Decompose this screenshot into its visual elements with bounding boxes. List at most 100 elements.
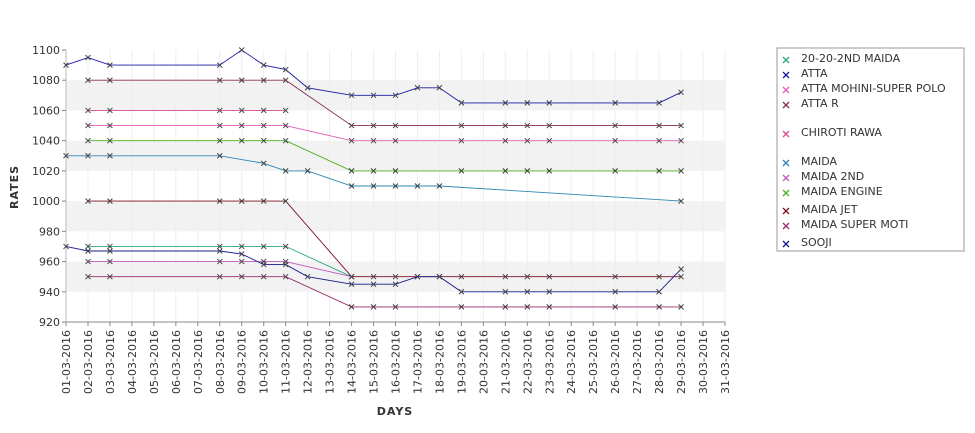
data-point xyxy=(392,304,399,310)
data-point xyxy=(107,258,113,265)
data-point xyxy=(370,137,377,144)
data-point xyxy=(107,122,113,129)
x-tick-label: 03-03-2016 xyxy=(104,330,117,394)
data-point xyxy=(370,183,377,189)
data-point xyxy=(678,89,684,96)
x-tick-label: 04-03-2016 xyxy=(126,330,139,394)
series-line xyxy=(65,245,682,293)
data-point xyxy=(348,92,355,99)
y-tick-label: 980 xyxy=(39,225,60,238)
y-tick-label: 1040 xyxy=(32,135,60,148)
x-tick-label: 14-03-2016 xyxy=(346,330,359,394)
data-point xyxy=(238,122,245,129)
data-point xyxy=(392,183,399,189)
y-tick-label: 1100 xyxy=(32,44,60,57)
data-point xyxy=(436,273,443,280)
legend-marker xyxy=(782,222,790,230)
data-point xyxy=(392,137,399,144)
data-point xyxy=(458,137,465,144)
x-tick-label: 13-03-2016 xyxy=(324,330,337,394)
data-point xyxy=(370,281,377,288)
data-point xyxy=(392,281,399,288)
data-point xyxy=(502,100,509,106)
data-point xyxy=(656,273,662,280)
data-point xyxy=(260,107,267,114)
x-tick-label: 09-03-2016 xyxy=(236,330,249,394)
data-point xyxy=(238,198,245,204)
data-point xyxy=(238,258,245,265)
data-point xyxy=(216,62,223,68)
data-point xyxy=(656,100,662,106)
data-point xyxy=(546,273,553,280)
series-line xyxy=(88,276,682,308)
data-point xyxy=(216,273,223,280)
x-tick-label: 10-03-2016 xyxy=(258,330,271,394)
data-point xyxy=(502,273,509,280)
x-tick-label: 25-03-2016 xyxy=(587,330,600,394)
data-point xyxy=(392,273,399,280)
data-point xyxy=(260,273,267,280)
data-point xyxy=(282,261,289,268)
data-point xyxy=(502,122,509,129)
data-point xyxy=(85,248,91,254)
data-point xyxy=(524,122,531,129)
data-point xyxy=(348,122,355,129)
data-point xyxy=(678,304,684,310)
data-point xyxy=(85,198,91,204)
data-point xyxy=(524,168,531,174)
x-tick-label: 06-03-2016 xyxy=(170,330,183,394)
data-point xyxy=(612,304,619,310)
data-point xyxy=(304,273,311,280)
x-tick-label: 16-03-2016 xyxy=(390,330,403,394)
data-point xyxy=(107,152,113,159)
data-point xyxy=(216,152,223,159)
series-5 xyxy=(63,152,684,204)
data-point xyxy=(546,304,553,310)
data-point xyxy=(216,198,223,204)
data-point xyxy=(546,100,553,106)
data-point xyxy=(216,243,223,250)
data-point xyxy=(458,168,465,174)
data-point xyxy=(63,152,69,159)
legend-marker xyxy=(782,174,790,182)
data-point xyxy=(546,122,553,129)
legend-marker xyxy=(782,207,790,215)
data-point xyxy=(392,122,399,129)
data-point xyxy=(238,137,245,144)
series-line xyxy=(88,200,682,278)
data-point xyxy=(238,47,245,53)
data-point xyxy=(348,304,355,310)
legend-label: MAIDA JET xyxy=(801,203,858,216)
y-tick-label: 920 xyxy=(39,316,60,329)
data-point xyxy=(524,137,531,144)
data-point xyxy=(282,137,289,144)
series-line xyxy=(88,140,682,172)
data-point xyxy=(63,243,69,250)
data-point xyxy=(612,100,619,106)
y-tick-label: 940 xyxy=(39,286,60,299)
x-tick-label: 30-03-2016 xyxy=(697,330,710,394)
legend-label: MAIDA xyxy=(801,155,838,168)
legend-marker xyxy=(782,101,790,109)
data-point xyxy=(612,137,619,144)
data-point xyxy=(656,168,662,174)
data-point xyxy=(216,137,223,144)
series-2 xyxy=(85,122,684,144)
data-point xyxy=(370,304,377,310)
data-point xyxy=(216,77,223,84)
data-point xyxy=(107,198,113,204)
legend-marker xyxy=(782,86,790,94)
data-point xyxy=(612,288,619,295)
y-tick-label: 1080 xyxy=(32,74,60,87)
x-tick-label: 24-03-2016 xyxy=(565,330,578,394)
data-point xyxy=(260,243,267,250)
data-point xyxy=(348,137,355,144)
data-point xyxy=(107,248,113,254)
y-tick-label: 1000 xyxy=(32,195,60,208)
data-point xyxy=(678,122,684,129)
legend-marker xyxy=(782,130,790,138)
legend-label: CHIROTI RAWA xyxy=(801,126,882,139)
data-point xyxy=(107,137,113,144)
x-tick-label: 28-03-2016 xyxy=(653,330,666,394)
x-tick-label: 15-03-2016 xyxy=(368,330,381,394)
